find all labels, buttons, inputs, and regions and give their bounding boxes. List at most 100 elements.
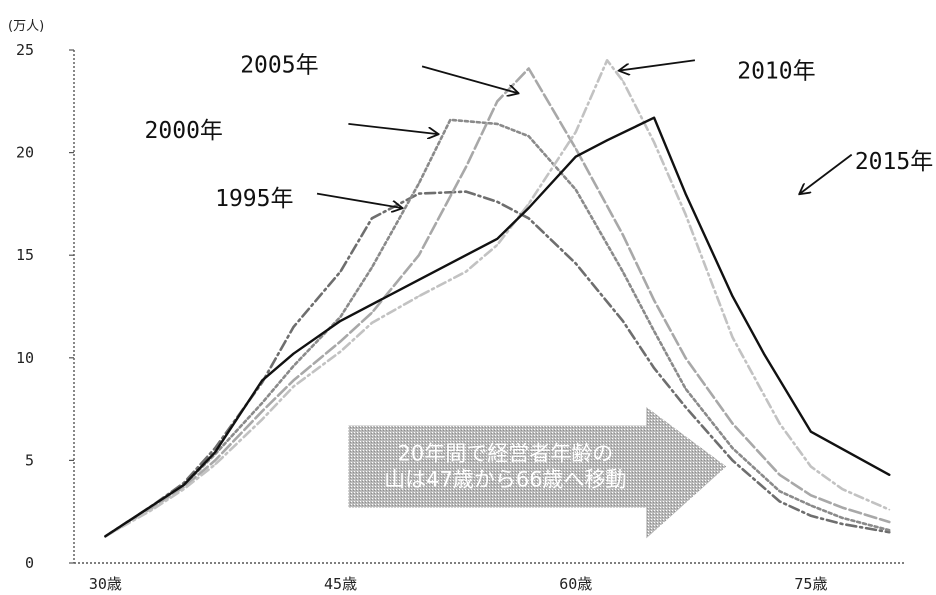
data-point <box>606 139 608 141</box>
data-point <box>732 423 734 425</box>
data-point <box>653 141 655 143</box>
data-point <box>496 244 498 246</box>
data-point <box>261 380 263 382</box>
data-point <box>653 299 655 301</box>
data-point <box>685 388 687 390</box>
data-point <box>183 488 185 490</box>
data-point <box>340 341 342 343</box>
data-point <box>418 183 420 185</box>
data-point <box>575 148 577 150</box>
x-tick-label: 60歳 <box>559 575 592 593</box>
data-point <box>293 365 295 367</box>
note-line-1: 20年間で経営者年齢の <box>397 442 613 466</box>
data-point <box>653 330 655 332</box>
data-point <box>622 271 624 273</box>
data-point <box>606 59 608 61</box>
data-point <box>465 191 467 193</box>
data-point <box>214 447 216 449</box>
year-label: 2000年 <box>145 118 223 144</box>
data-point <box>841 488 843 490</box>
data-point <box>496 123 498 125</box>
data-point <box>810 505 812 507</box>
data-point <box>810 466 812 468</box>
data-point <box>810 494 812 496</box>
data-point <box>183 484 185 486</box>
data-point <box>888 509 890 511</box>
year-annotation: 2005年 <box>240 53 518 94</box>
y-axis-unit: (万人) <box>8 19 44 34</box>
migration-note: 20年間で経営者年齢の 山は47歳から66歳へ移動 <box>348 407 726 538</box>
data-point <box>622 234 624 236</box>
data-point <box>779 423 781 425</box>
data-point <box>763 353 765 355</box>
data-point <box>888 474 890 476</box>
data-point <box>293 353 295 355</box>
annotation-arrow <box>620 60 695 70</box>
year-annotation: 2015年 <box>800 149 933 194</box>
data-point <box>528 68 530 70</box>
year-label: 2010年 <box>737 59 815 85</box>
data-point <box>340 351 342 353</box>
year-annotation: 2000年 <box>145 118 438 144</box>
data-point <box>575 189 577 191</box>
data-point <box>575 156 577 158</box>
y-tick-label: 25 <box>16 41 34 59</box>
data-point <box>371 322 373 324</box>
data-point <box>371 312 373 314</box>
data-point <box>810 431 812 433</box>
data-point <box>732 447 734 449</box>
year-annotation: 1995年 <box>215 186 402 212</box>
annotation-arrow <box>317 194 402 208</box>
data-point <box>528 217 530 219</box>
data-point <box>732 460 734 462</box>
y-tick-label: 5 <box>25 451 34 469</box>
y-ticks: 0 5 10 15 20 25 <box>16 41 74 572</box>
x-tick-label: 45歳 <box>324 575 357 593</box>
data-point <box>418 295 420 297</box>
data-point <box>653 117 655 119</box>
data-point <box>528 203 530 205</box>
year-label: 2005年 <box>240 53 318 79</box>
x-tick-label: 30歳 <box>89 575 122 593</box>
data-point <box>779 501 781 503</box>
data-point <box>418 254 420 256</box>
data-point <box>575 131 577 133</box>
data-point <box>732 336 734 338</box>
x-ticks: 30歳 45歳 60歳 75歳 <box>89 575 828 593</box>
year-annotation: 2010年 <box>620 59 816 85</box>
data-point <box>418 193 420 195</box>
data-point <box>653 367 655 369</box>
data-point <box>449 119 451 121</box>
y-tick-label: 20 <box>16 144 34 162</box>
data-point <box>841 523 843 525</box>
data-point <box>779 490 781 492</box>
data-point <box>293 380 295 382</box>
data-point <box>496 238 498 240</box>
annotation-arrow <box>422 66 518 93</box>
data-point <box>528 207 530 209</box>
year-label: 1995年 <box>215 186 293 212</box>
year-annotations: 1995年 2000年 2005年 2010年 2015年 <box>145 53 934 212</box>
data-point <box>841 507 843 509</box>
data-point <box>418 279 420 281</box>
data-point <box>779 474 781 476</box>
data-point <box>214 460 216 462</box>
data-point <box>622 80 624 82</box>
data-point <box>214 451 216 453</box>
data-point <box>685 193 687 195</box>
y-tick-label: 15 <box>16 246 34 264</box>
note-line-2: 山は47歳から66歳へ移動 <box>384 468 626 492</box>
data-point <box>841 517 843 519</box>
data-point <box>496 201 498 203</box>
data-point <box>465 166 467 168</box>
data-point <box>340 271 342 273</box>
data-point <box>340 316 342 318</box>
data-point <box>496 100 498 102</box>
data-point <box>105 535 107 537</box>
y-tick-label: 10 <box>16 349 34 367</box>
data-point <box>293 386 295 388</box>
data-point <box>371 217 373 219</box>
data-point <box>810 515 812 517</box>
data-point <box>685 357 687 359</box>
